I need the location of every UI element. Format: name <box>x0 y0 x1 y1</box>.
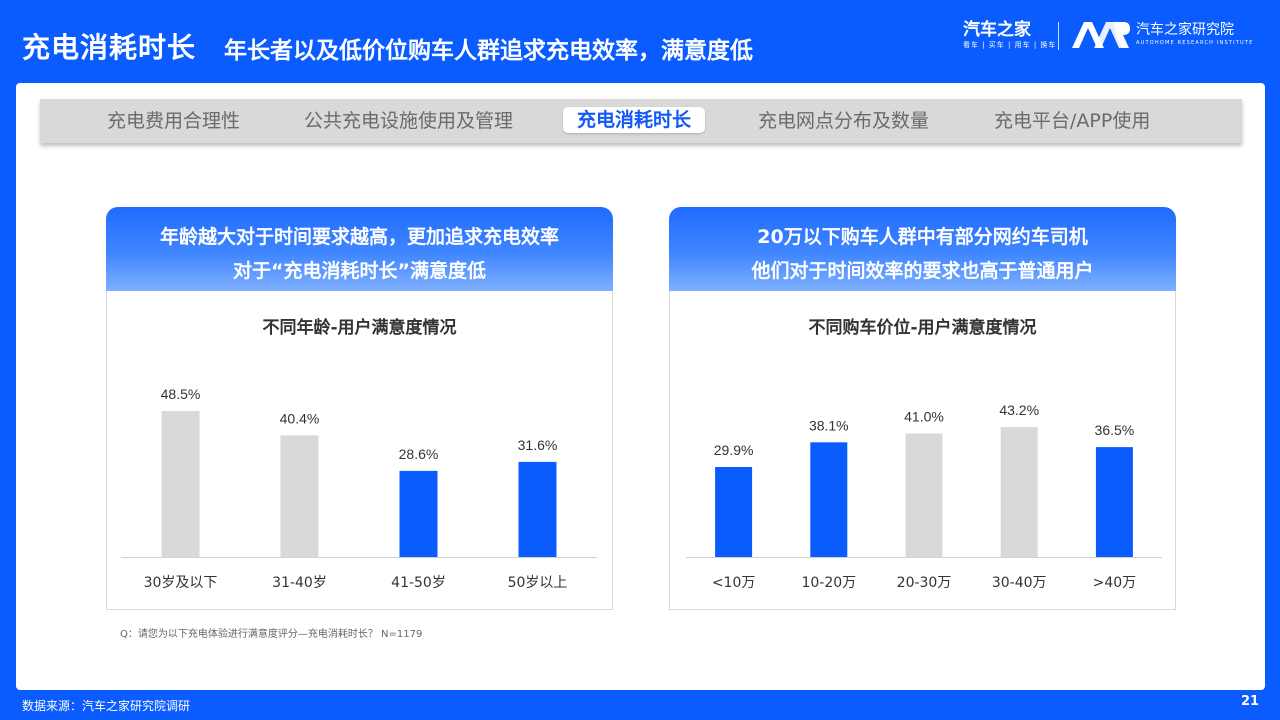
tab-charging-app[interactable]: 充电平台/APP使用 <box>994 110 1151 132</box>
tab-charging-cost[interactable]: 充电费用合理性 <box>107 110 241 132</box>
chart-title: 不同年龄-用户满意度情况 <box>262 318 457 338</box>
bar <box>518 461 557 557</box>
bar <box>280 435 319 557</box>
data-source: 数据来源：汽车之家研究院调研 <box>22 699 191 713</box>
page-number: 21 <box>1241 694 1260 709</box>
category-label: 41-50岁 <box>391 575 446 591</box>
autohome-logo: 汽车之家 看车 | 买车 | 用车 | 换车 <box>963 20 1056 50</box>
data-label: 41.0% <box>904 409 944 425</box>
chart-title: 不同购车价位-用户满意度情况 <box>808 318 1037 338</box>
tab-station-distribution[interactable]: 充电网点分布及数量 <box>758 110 930 132</box>
data-label: 28.6% <box>399 446 439 462</box>
card-header-line1: 20万以下购车人群中有部分网约车司机 <box>757 226 1088 248</box>
data-label: 43.2% <box>999 402 1039 418</box>
price-bar-chart: 29.9% <10万 38.1% 10-20万 41.0% 20-30万 43.2% 30-4… <box>686 402 1162 591</box>
card-header-line2: 他们对于时间效率的要求也高于普通用户 <box>751 260 1094 282</box>
data-label: 48.5% <box>161 386 201 402</box>
category-label: >40万 <box>1093 575 1137 591</box>
data-label: 38.1% <box>809 417 849 433</box>
data-label: 29.9% <box>714 442 754 458</box>
ari-logo-icon <box>1072 22 1130 48</box>
bar <box>715 466 753 557</box>
category-label: <10万 <box>712 575 756 591</box>
data-label: 31.6% <box>518 437 558 453</box>
bar <box>399 470 438 557</box>
category-label: 10-20万 <box>801 575 856 591</box>
bar <box>1000 426 1038 557</box>
brand-tagline: 看车 | 买车 | 用车 | 换车 <box>963 41 1057 49</box>
institute-en-name: AUTOHOME RESEARCH INSTITUTE <box>1136 40 1254 46</box>
age-bar-chart: 48.5% 30岁及以下 40.4% 31-40岁 28.6% 41-50岁 31.6% 50… <box>121 386 597 591</box>
category-label: 50岁以上 <box>508 575 568 591</box>
category-label: 31-40岁 <box>272 575 327 591</box>
bar <box>905 433 943 557</box>
tab-charging-duration[interactable]: 充电消耗时长 <box>563 107 706 133</box>
brand-divider <box>1058 22 1059 50</box>
bar <box>1095 447 1133 557</box>
card-header-line2: 对于“充电消耗时长”满意度低 <box>233 260 486 282</box>
page-title: 充电消耗时长 <box>22 31 197 64</box>
card-header: 年龄越大对于时间要求越高，更加追求充电效率 对于“充电消耗时长”满意度低 <box>106 207 613 291</box>
bar <box>161 411 200 557</box>
header-bar: 充电消耗时长 年长者以及低价位购车人群追求充电效率，满意度低 汽车之家 看车 |… <box>0 0 1280 82</box>
brand-name: 汽车之家 <box>963 20 1031 40</box>
price-chart-card: 20万以下购车人群中有部分网约车司机 他们对于时间效率的要求也高于普通用户 不同… <box>669 207 1176 610</box>
data-label: 40.4% <box>280 410 320 426</box>
topic-tab-bar: 充电费用合理性 公共充电设施使用及管理 充电消耗时长 充电网点分布及数量 充电平… <box>40 99 1242 143</box>
survey-question-note: Q：请您为以下充电体验进行满意度评分—充电消耗时长？ N=1179 <box>120 629 423 640</box>
tab-public-facilities[interactable]: 公共充电设施使用及管理 <box>304 110 514 132</box>
category-label: 30-40万 <box>992 575 1047 591</box>
institute-name: 汽车之家研究院 <box>1136 22 1234 38</box>
card-header-line1: 年龄越大对于时间要求越高，更加追求充电效率 <box>159 226 559 248</box>
category-label: 20-30万 <box>897 575 952 591</box>
age-chart-card: 年龄越大对于时间要求越高，更加追求充电效率 对于“充电消耗时长”满意度低 不同年… <box>106 207 613 610</box>
category-label: 30岁及以下 <box>144 575 218 591</box>
data-label: 36.5% <box>1095 422 1135 438</box>
page-subtitle: 年长者以及低价位购车人群追求充电效率，满意度低 <box>224 38 753 64</box>
bar <box>810 442 848 557</box>
card-header: 20万以下购车人群中有部分网约车司机 他们对于时间效率的要求也高于普通用户 <box>669 207 1176 291</box>
research-institute-logo: 汽车之家研究院 AUTOHOME RESEARCH INSTITUTE <box>1136 22 1254 46</box>
